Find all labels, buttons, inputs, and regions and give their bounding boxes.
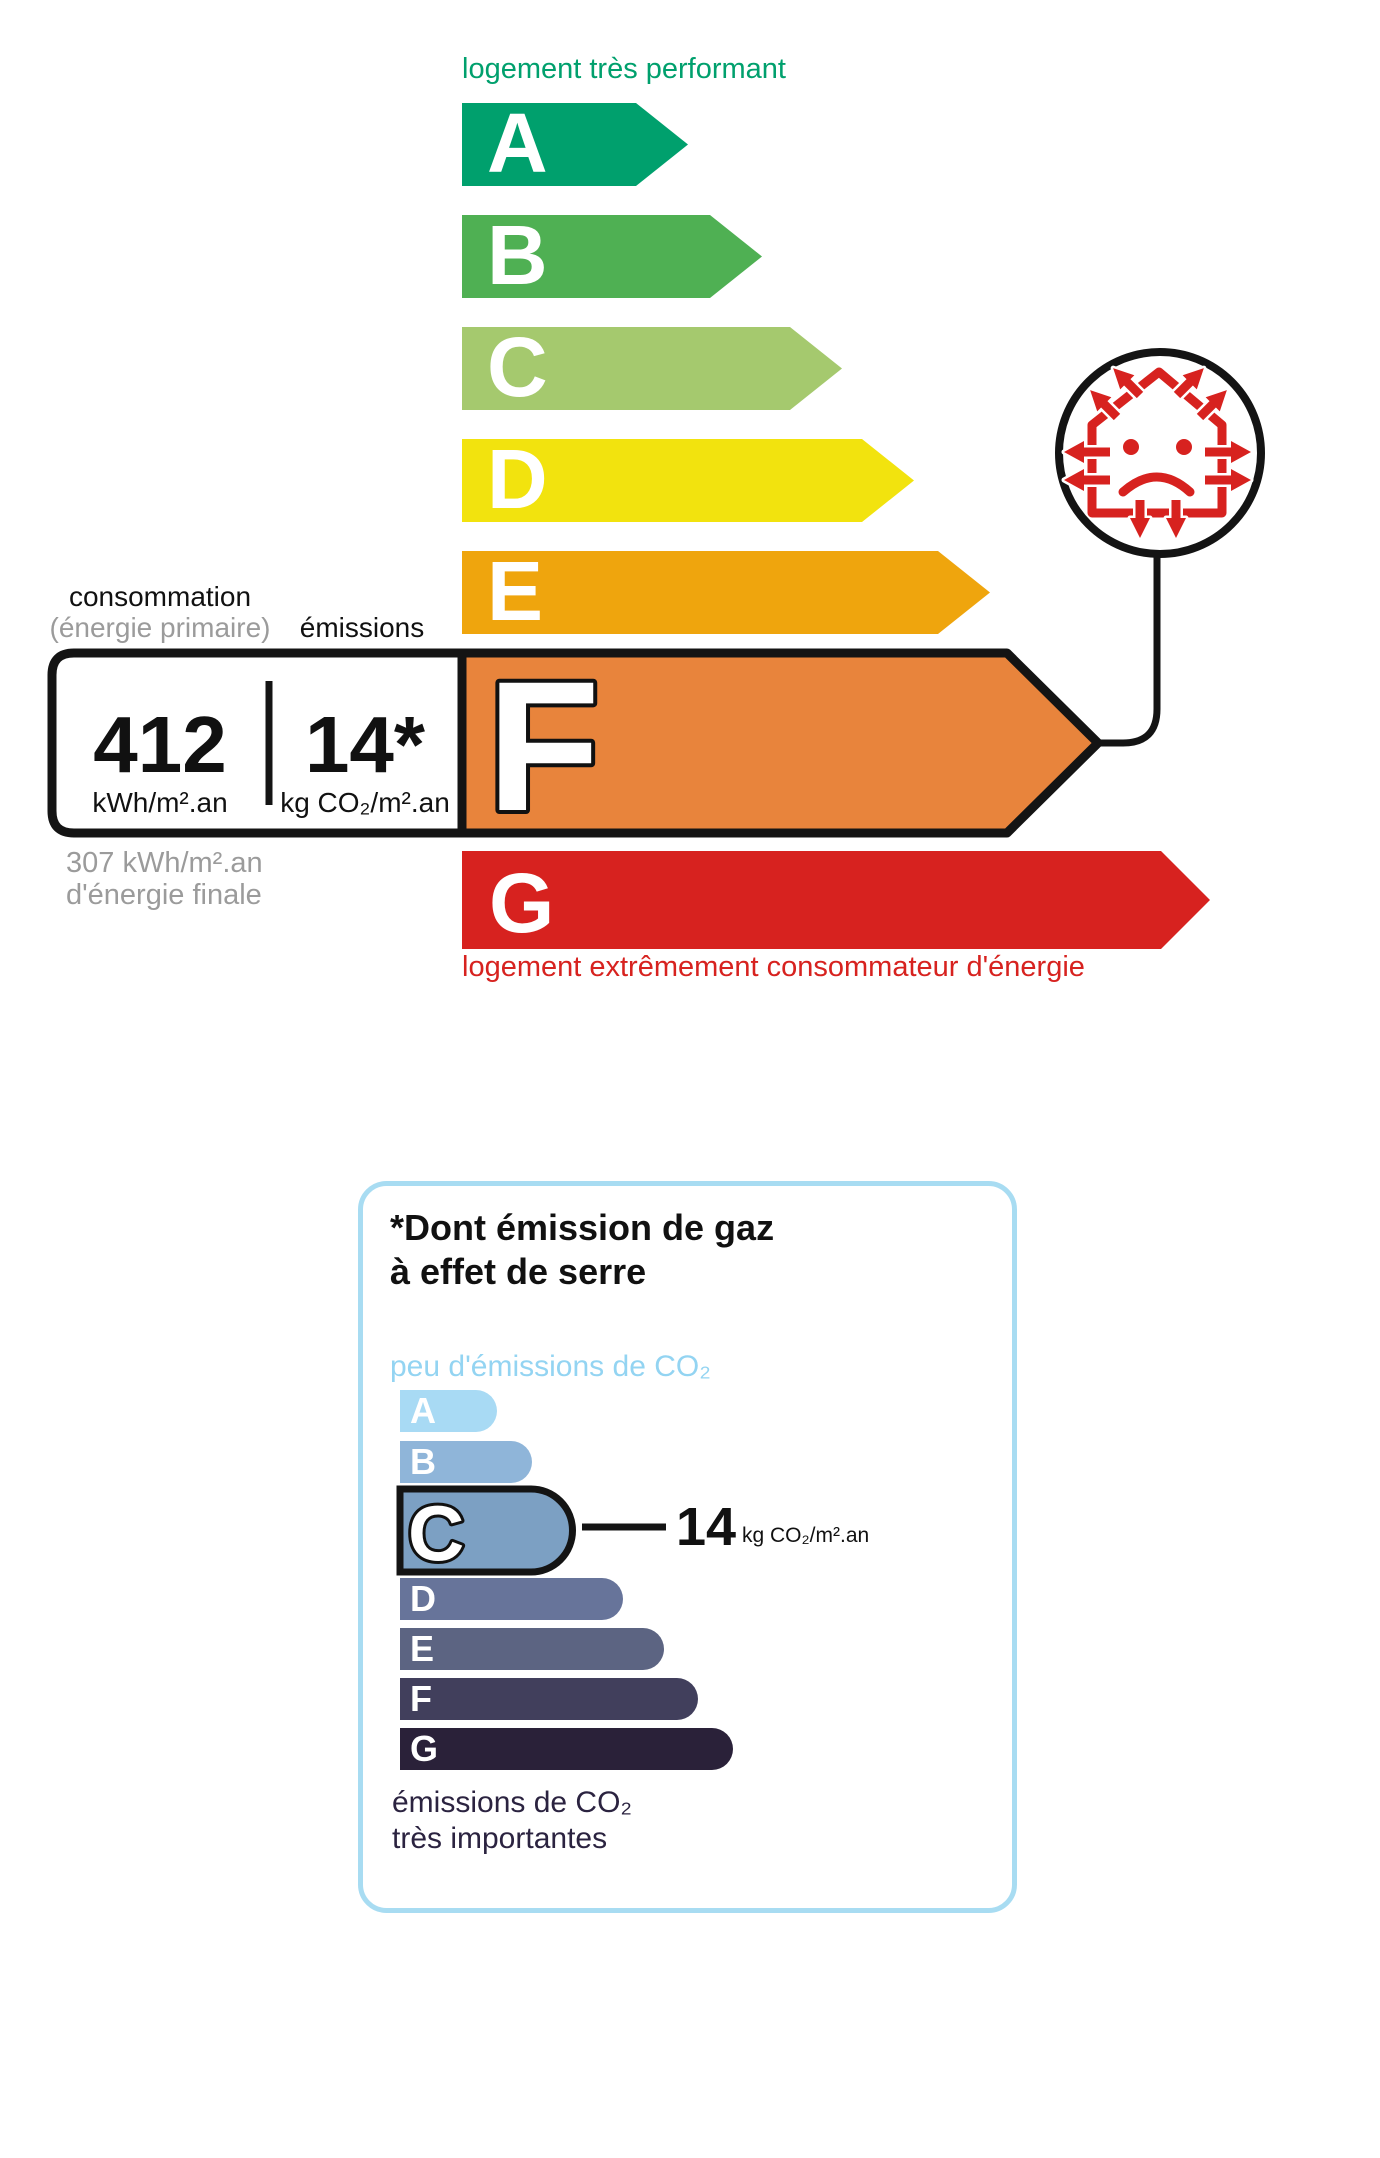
co2-bar-a <box>400 1390 497 1432</box>
co2-top-label: peu d'émissions de CO₂ <box>390 1350 711 1383</box>
co2-bar-e-letter: E <box>410 1628 434 1669</box>
consumption-value: 412 <box>93 700 226 789</box>
co2-bottom-label-line2: très importantes <box>392 1822 607 1855</box>
co2-bar-b <box>400 1441 532 1483</box>
house-outline-group <box>1087 367 1227 518</box>
leak-arrow-roof-right-2 <box>1194 387 1230 423</box>
leak-arrow-roof-left-2 <box>1087 387 1123 423</box>
current-rating-value-box <box>47 648 467 838</box>
house-leak-arrows-group <box>1061 365 1254 541</box>
energy-band-a-letter: A <box>487 96 548 190</box>
icon-connector-line <box>1094 550 1161 747</box>
house-right-eye <box>1176 439 1192 455</box>
co2-value: 14 <box>676 1497 736 1557</box>
final-energy-line1: 307 kWh/m².an <box>66 847 263 879</box>
energy-band-c-letter: C <box>487 320 548 414</box>
energy-band-b-letter: B <box>487 208 548 302</box>
consumption-unit: kWh/m².an <box>92 787 227 818</box>
energy-band-d-letter: D <box>487 432 548 526</box>
co2-bar-g <box>400 1728 733 1770</box>
emissions-value: 14* <box>305 700 426 789</box>
energy-band-d <box>462 439 914 522</box>
house-frown-mouth <box>1118 472 1195 497</box>
leak-arrow-bottom-2 <box>1163 497 1189 541</box>
co2-bar-a-letter: A <box>410 1390 436 1431</box>
final-energy-line2: d'énergie finale <box>66 879 262 911</box>
emissions-header: émissions <box>300 612 424 643</box>
co2-emissions-panel: *Dont émission de gaz à effet de serre p… <box>358 1181 1017 1913</box>
house-eyes-group <box>1123 439 1192 455</box>
energy-band-c <box>462 327 842 410</box>
co2-title-line2: à effet de serre <box>390 1251 646 1292</box>
value-box-divider <box>265 681 273 805</box>
house-left-eye <box>1123 439 1139 455</box>
bottom-scale-label: logement extrêmement consommateur d'éner… <box>462 951 1085 983</box>
energy-band-e <box>462 551 990 634</box>
consumption-header: consommation <box>69 581 251 612</box>
emissions-unit: kg CO₂/m².an <box>280 787 450 818</box>
top-scale-label: logement très performant <box>462 53 786 85</box>
co2-bottom-label-line1: émissions de CO₂ <box>392 1786 632 1819</box>
energy-band-b <box>462 215 762 298</box>
consumption-subheader: (énergie primaire) <box>50 612 271 643</box>
co2-bar-g-letter: G <box>410 1728 438 1769</box>
leak-arrow-bottom-1 <box>1127 497 1153 541</box>
energy-band-a <box>462 103 688 186</box>
co2-bar-e <box>400 1628 664 1670</box>
leak-arrow-right-2 <box>1202 466 1254 494</box>
sad-house-energy-leak-icon <box>1055 348 1265 747</box>
co2-bar-f <box>400 1678 698 1720</box>
co2-bar-f-letter: F <box>410 1678 432 1719</box>
leak-arrow-right-1 <box>1202 438 1254 466</box>
co2-value-unit: kg CO₂/m².an <box>742 1524 869 1547</box>
co2-bar-d <box>400 1578 623 1620</box>
co2-current-letter: C <box>408 1489 464 1577</box>
leak-arrow-roof-left-1 <box>1110 365 1146 401</box>
energy-band-e-letter: E <box>487 544 543 638</box>
co2-title-line1: *Dont émission de gaz <box>390 1207 774 1248</box>
leak-arrow-left-1 <box>1061 438 1113 466</box>
energy-band-g <box>462 851 1210 949</box>
leak-arrow-left-2 <box>1061 466 1113 494</box>
energy-band-g-letter: G <box>489 856 554 950</box>
current-rating-letter: F <box>487 644 600 850</box>
co2-bar-b-letter: B <box>410 1441 436 1482</box>
current-rating-arrow <box>457 648 1103 838</box>
house-outline <box>1087 367 1227 518</box>
leak-arrow-roof-right-1 <box>1171 365 1207 401</box>
co2-bar-c-current <box>396 1485 577 1576</box>
co2-bar-d-letter: D <box>410 1578 436 1619</box>
